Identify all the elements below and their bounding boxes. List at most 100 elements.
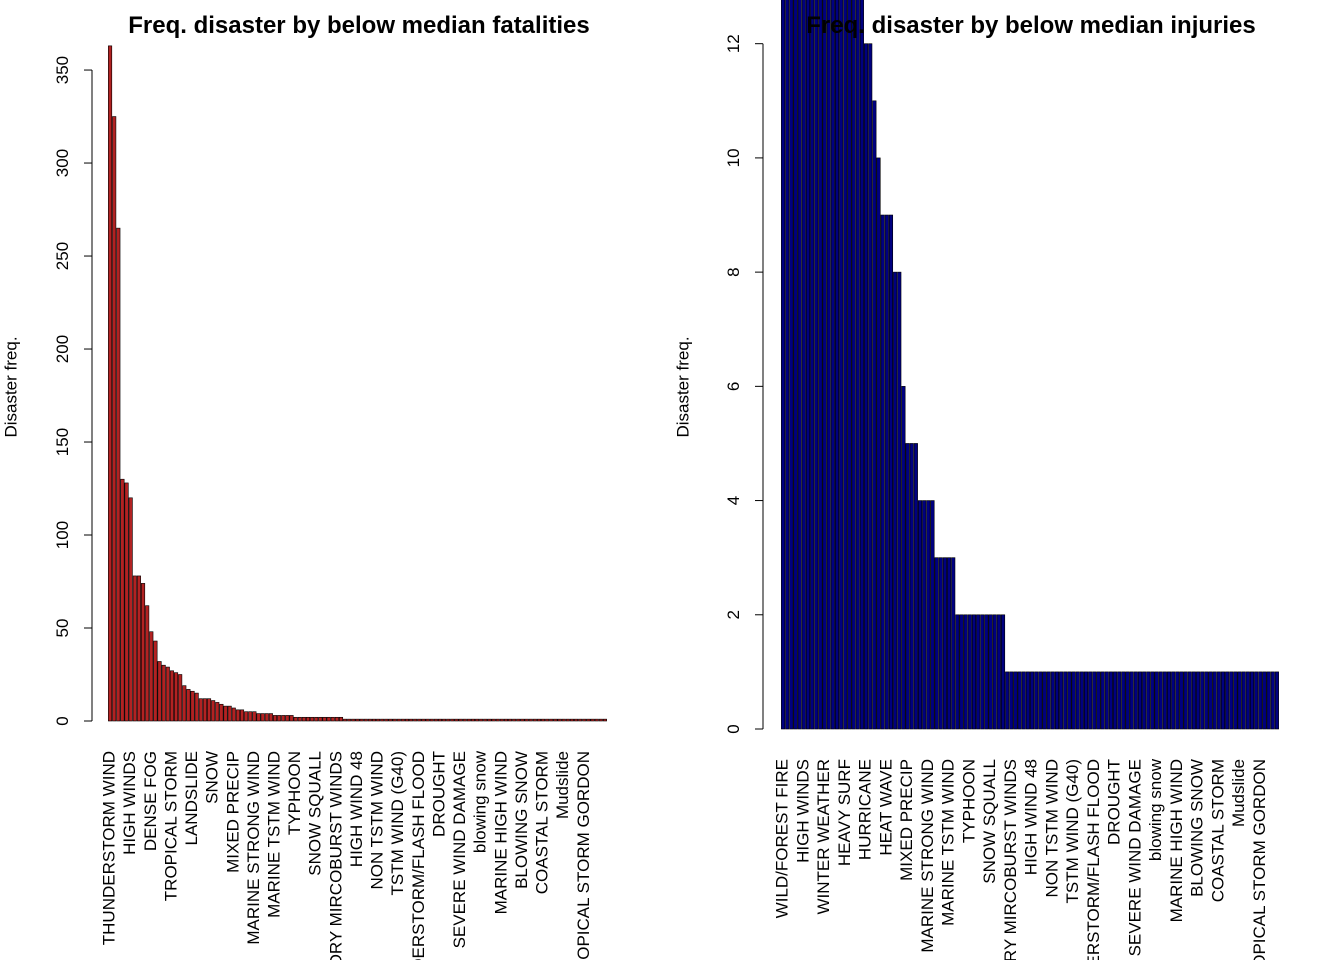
- bar: [1216, 671, 1221, 730]
- x-tick-label: TSTM WIND (G40): [388, 751, 407, 896]
- bar: [876, 157, 881, 730]
- bar: [305, 716, 311, 722]
- bar: [458, 718, 463, 722]
- y-tick-label: 8: [724, 267, 743, 276]
- y-tick-label: 6: [724, 382, 743, 391]
- bar: [1000, 614, 1006, 730]
- bar: [1005, 671, 1010, 730]
- x-tick-label: NON TSTM WIND: [1042, 759, 1061, 898]
- bar: [1171, 671, 1176, 730]
- x-tick-label: TYPHOON: [285, 751, 304, 835]
- x-tick-label: HIGH WIND 48: [1022, 759, 1041, 875]
- bar: [545, 718, 550, 722]
- bar: [1088, 671, 1093, 730]
- x-tick-label: Mudslide: [553, 751, 572, 819]
- bar: [161, 664, 166, 722]
- bar: [822, 0, 827, 730]
- x-tick-label: TROPICAL STORM GORDON: [574, 751, 593, 960]
- bar: [880, 214, 885, 730]
- bar: [839, 0, 844, 730]
- bar: [1179, 671, 1184, 730]
- x-tick-label: HIGH WIND 48: [347, 751, 366, 867]
- bar: [951, 557, 956, 730]
- bar: [145, 605, 150, 722]
- bar: [590, 718, 595, 722]
- bar: [1162, 671, 1167, 730]
- bar: [297, 716, 302, 722]
- bar: [1245, 671, 1250, 730]
- bar: [561, 718, 566, 722]
- bar: [1129, 671, 1134, 730]
- x-tick-label: DROUGHT: [429, 751, 448, 837]
- x-tick-label: HEAVY SURF: [835, 759, 854, 866]
- bar: [384, 718, 389, 722]
- y-tick-label: 300: [53, 149, 72, 177]
- bar: [417, 718, 422, 722]
- bar: [235, 709, 240, 722]
- bar: [884, 214, 889, 730]
- bar: [992, 614, 997, 730]
- bar: [1083, 671, 1089, 730]
- bar: [285, 715, 290, 722]
- y-axis-label: Disaster freq.: [1, 336, 20, 437]
- bar: [380, 718, 385, 722]
- bar: [536, 718, 541, 722]
- bar: [491, 718, 496, 722]
- bar: [1017, 671, 1022, 730]
- bar: [557, 718, 562, 722]
- bar: [909, 443, 914, 730]
- bar: [1258, 671, 1263, 730]
- bar: [462, 718, 467, 722]
- bar: [371, 718, 377, 722]
- bar: [1059, 671, 1064, 730]
- bar: [343, 718, 348, 722]
- bar: [367, 718, 372, 722]
- x-tick-label: NON TSTM WIND: [368, 751, 387, 890]
- bar: [805, 0, 811, 730]
- x-tick-label: THUNDERSTORM/FLASH FLOOD: [409, 751, 428, 960]
- y-tick-label: 0: [724, 724, 743, 733]
- y-tick-label: 200: [53, 335, 72, 363]
- bar: [1241, 671, 1246, 730]
- bar: [495, 718, 500, 722]
- bar: [793, 0, 798, 730]
- bar: [153, 640, 158, 722]
- bar: [359, 718, 364, 722]
- y-tick-label: 10: [724, 148, 743, 167]
- bar: [136, 575, 141, 722]
- bar: [355, 718, 360, 722]
- bar: [1100, 671, 1105, 730]
- bar: [1187, 671, 1192, 730]
- bar: [1054, 671, 1060, 730]
- bar: [1071, 671, 1076, 730]
- bar: [194, 692, 199, 722]
- bar: [483, 718, 488, 722]
- bar: [470, 718, 476, 722]
- bar: [967, 614, 972, 730]
- bar: [227, 705, 232, 722]
- bar: [922, 500, 927, 730]
- x-tick-label: HIGH WINDS: [120, 751, 139, 855]
- bars: [781, 0, 1279, 730]
- bar: [120, 478, 125, 722]
- bar: [281, 715, 286, 722]
- x-tick-label: BLOWING SNOW: [512, 751, 531, 889]
- bar: [578, 718, 583, 722]
- bar: [980, 614, 985, 730]
- bar: [1108, 671, 1113, 730]
- bar: [215, 702, 220, 722]
- x-tick-label: DENSE FOG: [141, 751, 160, 851]
- bar: [565, 718, 570, 722]
- bar: [901, 386, 906, 730]
- x-tick-label: SNOW: [203, 751, 222, 804]
- bar: [1158, 671, 1163, 730]
- bar: [1092, 671, 1097, 730]
- x-tick-label: blowing snow: [1146, 758, 1165, 861]
- x-tick-label: WILD/FOREST FIRE: [773, 759, 792, 918]
- bar: [582, 718, 587, 722]
- x-tick-label: TYPHOON: [959, 759, 978, 843]
- bar: [1075, 671, 1080, 730]
- bar: [503, 718, 508, 722]
- bar: [1175, 671, 1180, 730]
- bar: [851, 0, 856, 730]
